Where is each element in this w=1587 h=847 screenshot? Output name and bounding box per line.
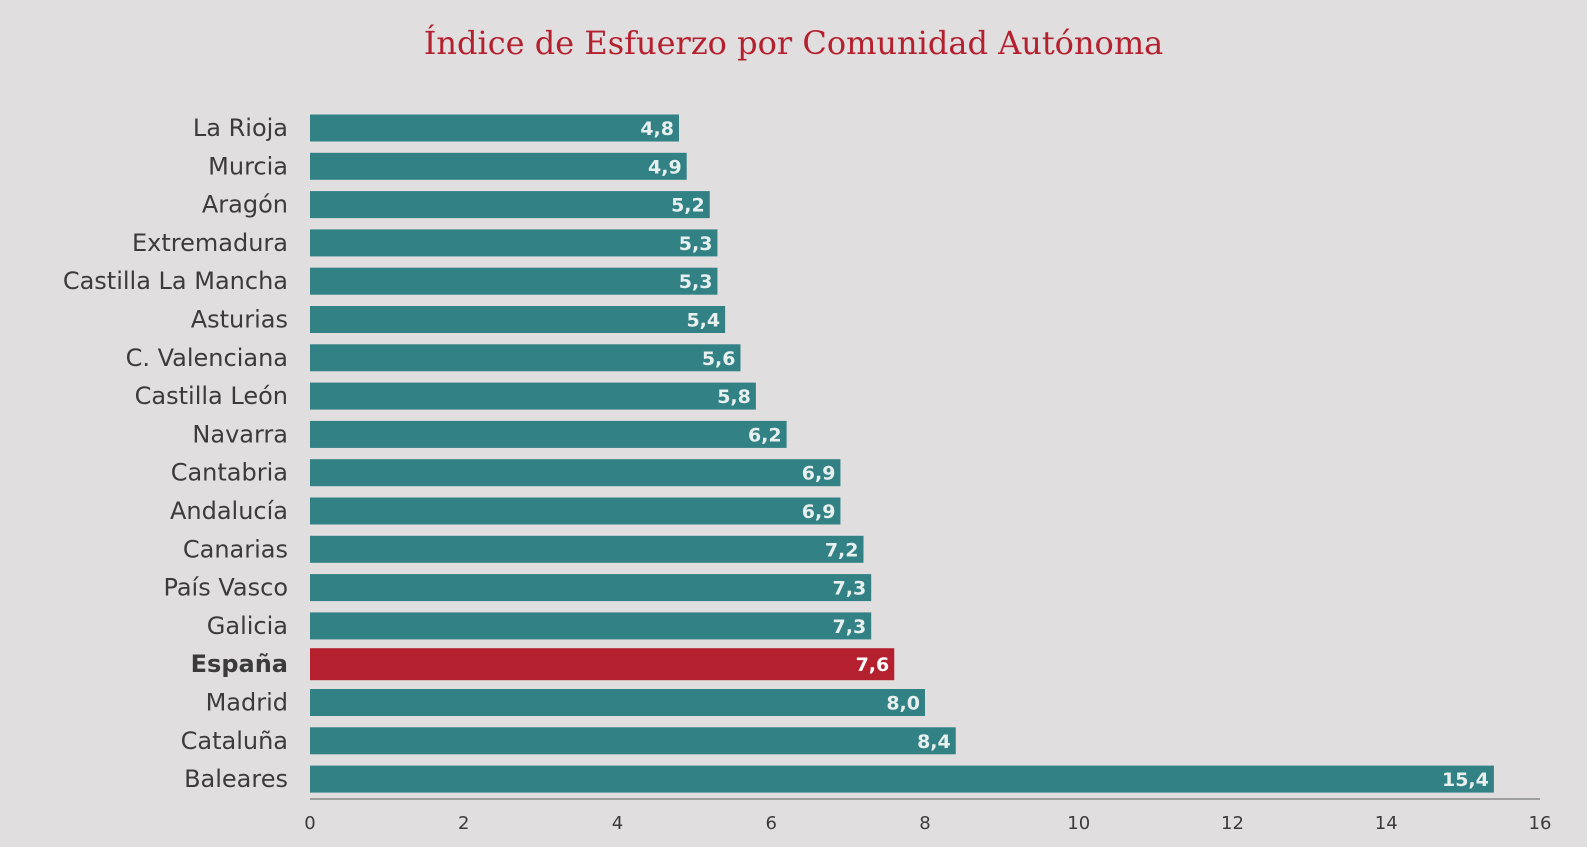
category-label: País Vasco — [163, 574, 288, 602]
bar-14 — [310, 648, 895, 681]
bar-9 — [310, 459, 841, 487]
value-label: 6,2 — [748, 424, 782, 446]
category-label: Asturias — [191, 306, 288, 334]
bar-6 — [310, 344, 741, 372]
value-label: 15,4 — [1442, 769, 1489, 791]
chart-title: Índice de Esfuerzo por Comunidad Autónom… — [423, 24, 1164, 62]
value-label: 6,9 — [802, 463, 836, 485]
category-label: Castilla León — [135, 382, 288, 410]
category-label: Murcia — [208, 152, 288, 180]
value-label: 5,2 — [671, 195, 705, 217]
category-label: C. Valenciana — [126, 344, 288, 372]
category-label: Aragón — [202, 191, 288, 219]
x-tick-label: 6 — [766, 813, 777, 834]
category-label: Extremadura — [132, 229, 288, 257]
category-label: Cantabria — [171, 459, 288, 487]
value-label: 5,8 — [717, 386, 751, 408]
value-label: 5,3 — [679, 233, 713, 255]
bar-17 — [310, 765, 1494, 793]
x-tick-label: 0 — [304, 813, 315, 834]
category-label: Andalucía — [170, 497, 288, 525]
bar-2 — [310, 191, 710, 219]
value-label: 8,0 — [886, 693, 920, 715]
value-label: 4,9 — [648, 156, 682, 178]
category-label: Castilla La Mancha — [63, 267, 288, 295]
bar-15 — [310, 689, 925, 716]
bar-0 — [310, 114, 679, 142]
value-label: 7,3 — [833, 578, 867, 600]
category-label: España — [191, 650, 288, 678]
bar-1 — [310, 152, 687, 180]
x-tick-label: 2 — [458, 813, 469, 834]
bar-12 — [310, 574, 872, 602]
x-tick-label: 10 — [1067, 813, 1090, 834]
value-label: 7,2 — [825, 539, 859, 561]
value-label: 5,6 — [702, 348, 736, 370]
bar-5 — [310, 306, 726, 333]
value-label: 7,3 — [833, 616, 867, 638]
x-tick-label: 14 — [1375, 813, 1398, 834]
x-tick-label: 12 — [1221, 813, 1244, 834]
category-label: Madrid — [206, 689, 288, 717]
x-tick-label: 8 — [919, 813, 930, 834]
x-tick-label: 4 — [612, 813, 623, 834]
category-label: Baleares — [184, 765, 288, 793]
bar-16 — [310, 727, 956, 755]
value-label: 5,3 — [679, 271, 713, 293]
bar-7 — [310, 382, 756, 410]
x-tick-label: 16 — [1529, 813, 1552, 834]
bar-3 — [310, 229, 718, 257]
category-label: La Rioja — [193, 114, 288, 142]
bar-4 — [310, 267, 718, 295]
value-label: 5,4 — [686, 310, 720, 332]
value-label: 6,9 — [802, 501, 836, 523]
category-label: Navarra — [192, 420, 288, 448]
category-label: Canarias — [183, 535, 288, 563]
category-label: Cataluña — [181, 727, 288, 755]
bar-8 — [310, 420, 787, 448]
value-label: 7,6 — [856, 654, 890, 676]
bar-10 — [310, 497, 841, 525]
category-label: Galicia — [207, 612, 288, 640]
value-label: 4,8 — [640, 118, 674, 140]
bar-13 — [310, 612, 872, 640]
value-label: 8,4 — [917, 731, 951, 753]
bar-11 — [310, 535, 864, 563]
